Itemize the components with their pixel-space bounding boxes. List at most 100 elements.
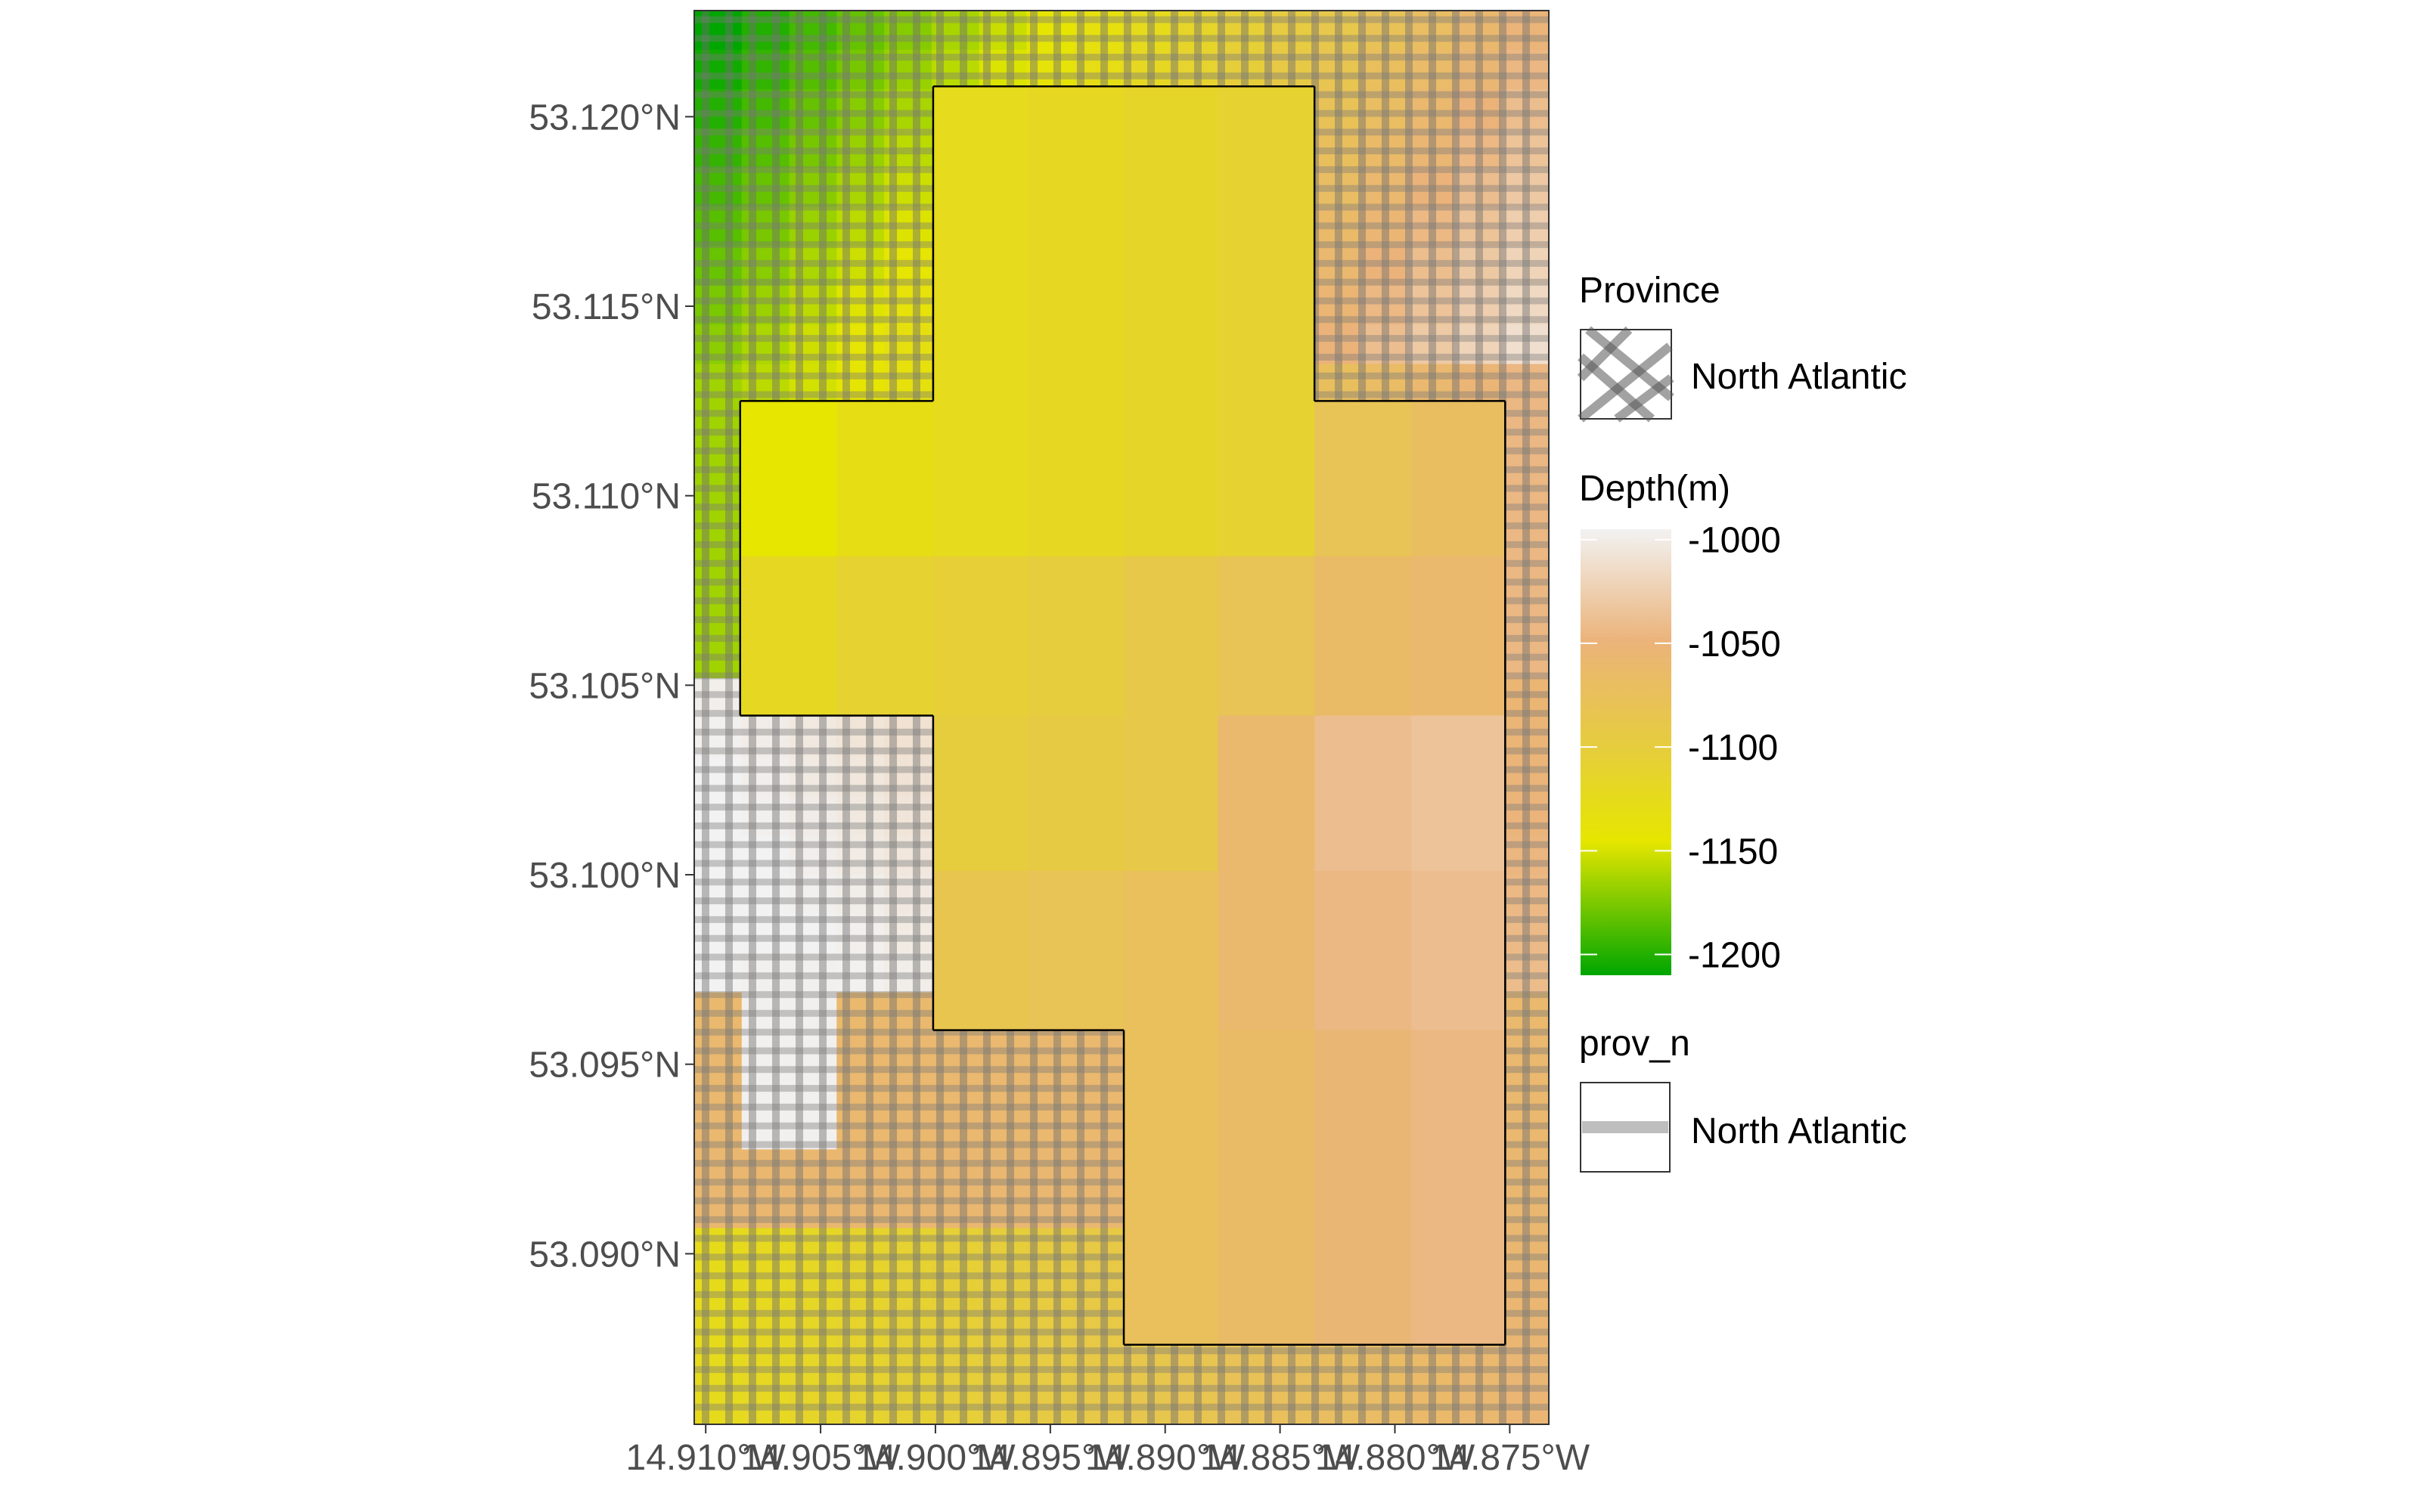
raster-cell <box>789 756 837 797</box>
prov-n-legend-title: prov_n <box>1579 1024 1690 1064</box>
raster-cell <box>1406 128 1455 169</box>
raster-cell <box>741 285 790 326</box>
raster-cell <box>1406 206 1455 247</box>
raster-cell <box>979 1346 1028 1386</box>
raster-cell <box>789 1267 837 1307</box>
outline-cell <box>1027 86 1125 243</box>
raster-cell <box>836 1188 885 1228</box>
raster-cell <box>1358 11 1407 51</box>
raster-cell <box>1406 324 1455 365</box>
raster-cell <box>931 49 980 90</box>
outline-cell <box>1218 241 1315 402</box>
raster-cell <box>1454 88 1502 129</box>
raster-cell <box>789 874 837 915</box>
raster-cell <box>694 246 743 287</box>
raster-cell <box>836 1346 885 1386</box>
raster-cell <box>1264 1346 1312 1386</box>
raster-cell <box>884 1070 932 1111</box>
province-legend-title: Province <box>1579 271 1720 311</box>
raster-cell <box>1501 128 1549 169</box>
raster-cell <box>1074 49 1122 90</box>
raster-cell <box>741 1110 790 1150</box>
raster-cell <box>789 717 837 758</box>
raster-cell <box>1311 1385 1360 1424</box>
raster-cell <box>884 128 932 169</box>
raster-cell <box>741 1070 790 1111</box>
raster-cell <box>741 1306 790 1346</box>
raster-cell <box>694 1110 743 1150</box>
raster-cell <box>931 1228 980 1268</box>
x-tick-label: 14.900°W <box>855 1438 1016 1478</box>
raster-cell <box>1454 285 1502 326</box>
depth-colorbar <box>1581 529 1671 975</box>
raster-cell <box>884 49 932 90</box>
outline-cell <box>1410 556 1506 717</box>
raster-cell <box>1454 364 1502 404</box>
raster-cell <box>694 403 743 443</box>
raster-cell <box>1501 364 1549 404</box>
raster-cell <box>741 206 790 247</box>
outline-cell <box>1027 401 1125 557</box>
raster-cell <box>1216 49 1264 90</box>
outline-cell <box>1218 1189 1315 1346</box>
raster-cell <box>789 795 837 836</box>
raster-cell <box>931 1188 980 1228</box>
raster-cell <box>931 1110 980 1150</box>
raster-cell <box>1406 1385 1455 1424</box>
outline-cell <box>1124 401 1219 557</box>
outline-cell <box>1124 556 1219 717</box>
raster-cell <box>1168 11 1218 51</box>
raster-cell <box>741 795 790 836</box>
raster-cell <box>789 11 837 51</box>
raster-cell <box>884 246 932 287</box>
prov-n-legend-key <box>1580 1082 1671 1173</box>
raster-cell <box>694 953 743 993</box>
raster-cell <box>979 1031 1028 1072</box>
raster-cell <box>694 521 743 561</box>
raster-cell <box>836 717 885 758</box>
outline-cell <box>1124 86 1219 243</box>
raster-cell <box>1501 1228 1549 1268</box>
raster-cell <box>789 285 837 326</box>
raster-cell <box>1074 1385 1122 1424</box>
raster-cell <box>884 1031 932 1072</box>
raster-cell <box>1358 1346 1407 1386</box>
raster-cell <box>1406 246 1455 287</box>
raster-cell <box>789 128 837 169</box>
x-tick-label: 14.875°W <box>1430 1438 1590 1478</box>
raster-cell <box>931 1031 980 1072</box>
colorbar-label: -1200 <box>1688 936 1781 976</box>
raster-cell <box>1358 128 1407 169</box>
raster-cell <box>1122 49 1170 90</box>
raster-cell <box>1026 1228 1075 1268</box>
raster-cell <box>1311 206 1360 247</box>
outline-cell <box>1314 401 1412 557</box>
raster-cell <box>1311 285 1360 326</box>
prov-n-legend-label: North Atlantic <box>1691 1111 1907 1151</box>
raster-cell <box>1501 246 1549 287</box>
raster-cell <box>1406 11 1455 51</box>
raster-cell <box>836 324 885 365</box>
raster-cell <box>1501 206 1549 247</box>
raster-cell <box>789 835 837 875</box>
raster-cell <box>1454 11 1502 51</box>
x-tick-label: 14.910°W <box>626 1438 786 1478</box>
raster-cell <box>1358 1385 1407 1424</box>
outline-cell <box>1218 86 1315 243</box>
raster-cell <box>1501 953 1549 993</box>
province-legend-label: North Atlantic <box>1691 357 1907 397</box>
outline-cell <box>1410 1189 1506 1346</box>
outline-cell <box>1027 871 1125 1031</box>
raster-cell <box>694 678 743 718</box>
outline-cell <box>1027 241 1125 402</box>
raster-cell <box>1311 324 1360 365</box>
raster-cell <box>1026 1306 1075 1346</box>
raster-cell <box>741 874 790 915</box>
raster-cell <box>1501 1346 1549 1386</box>
raster-cell <box>789 206 837 247</box>
raster-cell <box>789 992 837 1033</box>
raster-cell <box>884 206 932 247</box>
raster-cell <box>1501 756 1549 797</box>
raster-cell <box>741 246 790 287</box>
raster-cell <box>741 324 790 365</box>
